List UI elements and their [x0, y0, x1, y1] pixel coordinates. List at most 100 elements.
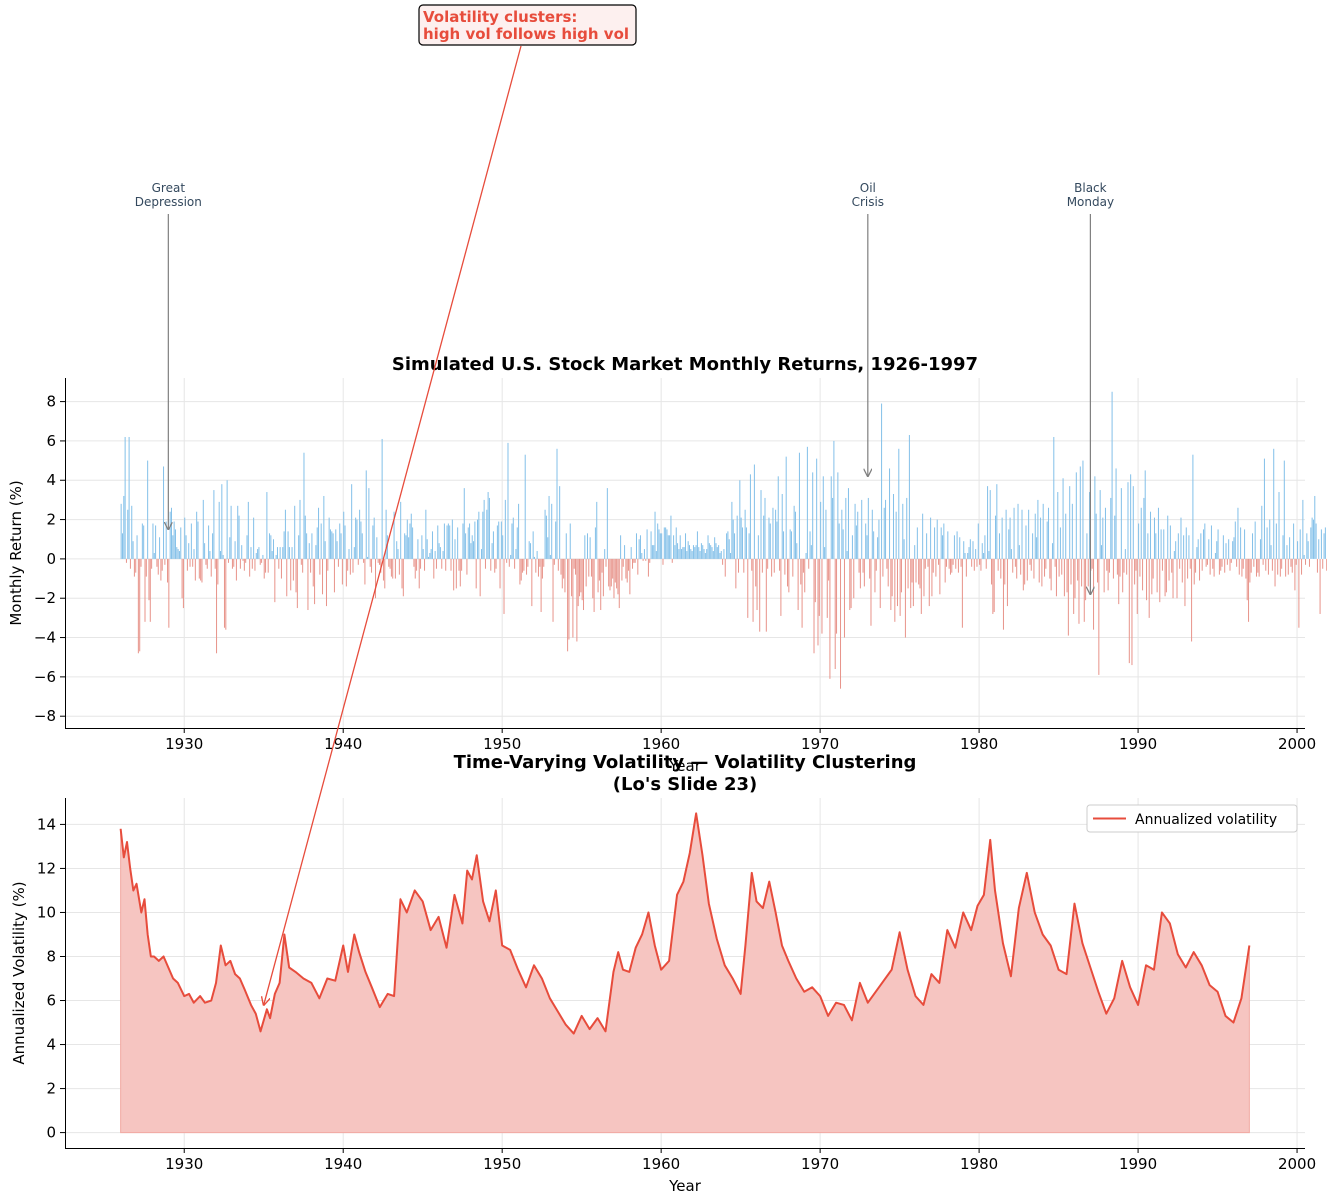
return-bar	[284, 509, 286, 559]
return-bar	[1157, 507, 1159, 559]
return-bar	[435, 558, 437, 569]
return-bar	[935, 558, 937, 577]
return-bar	[274, 558, 276, 603]
return-bar	[443, 523, 445, 559]
return-bar	[912, 558, 914, 607]
return-bar	[1282, 535, 1284, 559]
return-bar	[502, 535, 504, 559]
return-bar	[1078, 558, 1080, 624]
return-bar	[339, 523, 341, 559]
return-bar	[710, 545, 712, 559]
return-bar	[757, 535, 759, 559]
return-bar	[303, 452, 305, 559]
return-bar	[744, 509, 746, 559]
return-bar	[337, 558, 339, 567]
return-bar	[465, 533, 467, 559]
return-bar	[1255, 558, 1257, 577]
return-bar	[997, 558, 999, 571]
return-bar	[532, 531, 534, 559]
return-bar	[507, 442, 509, 559]
return-bar	[1006, 558, 1008, 607]
return-bar	[739, 480, 741, 559]
volatility-x-tick-label: 2000	[1278, 1155, 1316, 1173]
return-bar	[1185, 527, 1187, 559]
volatility-area	[120, 813, 1250, 1134]
return-bar	[563, 558, 565, 579]
return-bar	[720, 551, 722, 559]
return-bar	[148, 558, 150, 601]
return-bar	[1279, 558, 1281, 577]
return-bar	[159, 537, 161, 559]
return-bar	[1199, 558, 1201, 581]
return-bar	[393, 511, 395, 559]
return-bar	[1275, 523, 1277, 559]
return-bar	[979, 558, 981, 565]
return-bar	[991, 558, 993, 585]
volatility-axes	[65, 798, 1305, 1149]
return-bar	[1144, 470, 1146, 559]
return-bar	[1142, 558, 1144, 591]
return-bar	[745, 527, 747, 559]
return-bar	[1308, 558, 1310, 567]
return-bar	[1254, 521, 1256, 559]
return-bar	[943, 523, 945, 559]
return-bar	[242, 558, 244, 561]
return-bar	[539, 558, 541, 567]
return-bar	[1320, 529, 1322, 559]
return-bar	[771, 558, 773, 577]
return-bar	[571, 558, 573, 597]
return-bar	[1134, 558, 1136, 585]
return-bar	[322, 558, 324, 595]
return-bar	[1318, 539, 1320, 559]
return-bar	[822, 476, 824, 559]
return-bar	[1024, 558, 1026, 585]
return-bar	[1089, 492, 1091, 559]
return-bar	[1111, 391, 1113, 559]
return-bar	[1110, 497, 1112, 559]
return-bar	[953, 535, 955, 559]
return-bar	[1271, 558, 1273, 571]
return-bar	[463, 488, 465, 559]
return-bar	[1051, 543, 1053, 559]
returns-y-tick-label: −4	[34, 629, 56, 647]
return-bar	[625, 558, 627, 579]
return-bar	[478, 511, 480, 559]
return-bar	[371, 558, 373, 573]
return-bar	[973, 558, 975, 571]
return-bar	[196, 511, 198, 559]
return-bar	[955, 558, 957, 569]
return-bar	[1045, 558, 1047, 569]
return-bar	[1218, 558, 1220, 575]
return-bar	[854, 503, 856, 559]
return-bar	[1307, 541, 1309, 559]
return-bar	[238, 515, 240, 559]
return-bar	[600, 558, 602, 611]
return-bar	[920, 558, 922, 614]
return-bar	[731, 501, 733, 559]
return-bar	[548, 495, 550, 559]
return-bar	[711, 547, 713, 559]
volatility-x-tick-label: 1980	[960, 1155, 998, 1173]
return-bar	[704, 553, 706, 559]
return-bar	[129, 558, 131, 569]
return-bar	[779, 558, 781, 571]
return-bar	[1319, 558, 1321, 614]
return-bar	[1103, 558, 1105, 593]
return-bar	[524, 454, 526, 559]
return-bar	[318, 507, 320, 559]
return-bar	[333, 558, 335, 593]
callout-arrow	[264, 45, 522, 1005]
return-bar	[662, 558, 664, 565]
volatility-y-tick-label: 12	[37, 859, 56, 877]
return-bar	[948, 558, 950, 569]
return-bar	[1306, 533, 1308, 559]
return-bar	[1220, 558, 1222, 571]
return-bar	[1100, 545, 1102, 559]
return-bar	[769, 523, 771, 559]
volatility-y-label: Annualized Volatility (%)	[10, 881, 28, 1064]
return-bar	[258, 547, 260, 559]
return-bar	[832, 497, 834, 559]
return-bar	[784, 558, 786, 575]
return-bar	[549, 554, 551, 559]
return-bar	[737, 558, 740, 573]
